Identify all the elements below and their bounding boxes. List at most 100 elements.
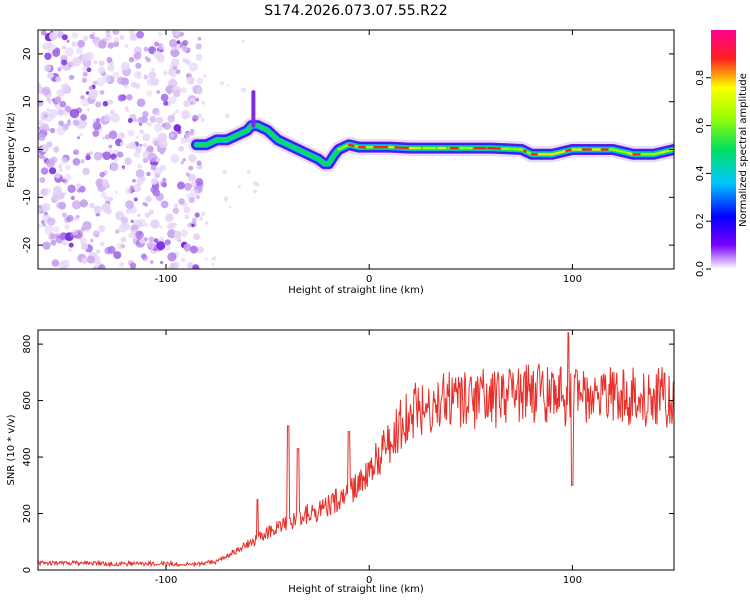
noise-blob — [110, 113, 120, 123]
noise-blob — [156, 116, 164, 124]
noise-blob — [154, 41, 160, 47]
noise-blob — [161, 181, 167, 188]
noise-blob — [93, 60, 98, 65]
noise-blob — [58, 164, 63, 169]
spectrogram-y-axis-label: Frequency (Hz) — [6, 112, 17, 188]
noise-blob — [124, 44, 129, 49]
noise-blob — [93, 205, 102, 214]
noise-blob — [142, 143, 147, 148]
noise-blob — [139, 237, 146, 244]
noise-blob — [187, 77, 191, 81]
colorbar: 0.0 0.2 0.4 0.6 0.8 Normalized spectral ampl… — [695, 30, 749, 277]
ridge-core — [520, 148, 525, 152]
noise-blob — [120, 236, 127, 243]
noise-blob — [147, 242, 156, 251]
y-tick-label: 400 — [22, 448, 33, 467]
noise-blob — [133, 184, 142, 193]
noise-blob — [164, 239, 171, 246]
ridge-core — [565, 148, 573, 152]
noise-blob — [97, 66, 106, 74]
noise-blob — [173, 86, 182, 95]
noise-blob — [173, 30, 181, 36]
noise-blob — [124, 106, 129, 110]
noise-blob — [38, 82, 41, 88]
noise-blob — [196, 87, 204, 95]
noise-blob — [116, 242, 124, 250]
noise-blob — [65, 65, 69, 69]
noise-blob — [127, 232, 134, 239]
noise-blob — [148, 236, 155, 243]
noise-blob — [121, 166, 126, 170]
noise-blob — [159, 164, 167, 172]
ridge-core — [526, 151, 532, 155]
x-tick-label: -100 — [155, 274, 178, 285]
y-tick-label: -10 — [22, 189, 33, 205]
noise-blob — [42, 207, 47, 212]
snr-x-axis-label: Height of straight line (km) — [288, 584, 424, 595]
noise-blob — [165, 85, 174, 94]
noise-blob — [114, 190, 118, 194]
colorbar-tick-label: 0.8 — [695, 70, 706, 86]
snr-series-line — [38, 332, 674, 568]
noise-blob — [120, 216, 129, 224]
noise-blob — [192, 114, 199, 122]
noise-blob — [64, 173, 72, 182]
noise-blob — [223, 196, 229, 202]
noise-blob — [117, 151, 124, 158]
noise-blob — [129, 262, 137, 269]
noise-blob — [108, 196, 114, 202]
noise-blob — [64, 224, 70, 230]
noise-blob — [188, 196, 195, 204]
noise-blob — [172, 112, 176, 117]
noise-blob — [191, 223, 195, 227]
noise-blob — [57, 109, 65, 116]
noise-blob — [133, 197, 138, 202]
noise-blob — [146, 172, 151, 176]
noise-blob — [241, 87, 247, 93]
noise-blob — [198, 216, 204, 221]
y-tick-label: 800 — [22, 335, 33, 354]
noise-blob — [173, 203, 179, 209]
noise-blob — [49, 233, 56, 240]
noise-blob — [145, 195, 153, 203]
noise-blob — [127, 118, 133, 123]
noise-blob — [81, 243, 88, 251]
noise-blob — [49, 32, 58, 41]
noise-blob — [175, 69, 181, 75]
noise-blob — [47, 72, 54, 79]
noise-blob — [137, 163, 143, 169]
noise-blob — [188, 165, 194, 171]
noise-blob — [200, 211, 206, 216]
noise-blob — [46, 141, 53, 148]
noise-blob — [71, 200, 82, 210]
ridge-core — [350, 144, 356, 148]
noise-blob — [61, 239, 68, 246]
noise-blob — [182, 157, 187, 162]
noise-blob — [107, 42, 115, 49]
noise-blob — [73, 149, 80, 156]
noise-blob — [127, 129, 135, 137]
noise-blob — [160, 260, 164, 265]
noise-blob — [134, 83, 141, 89]
noise-blob — [170, 58, 180, 67]
noise-blob — [227, 84, 230, 87]
y-tick-label: 0 — [22, 146, 33, 152]
noise-blob — [173, 124, 182, 132]
noise-blob — [86, 229, 90, 233]
noise-blob — [184, 214, 189, 219]
noise-blob — [58, 201, 67, 210]
ridge-core — [652, 151, 662, 156]
noise-blob — [44, 187, 52, 195]
noise-blob — [170, 48, 180, 58]
noise-blob — [51, 259, 60, 267]
noise-blob — [77, 136, 80, 140]
noise-blob — [224, 113, 230, 119]
noise-blob — [146, 57, 152, 63]
noise-blob — [171, 222, 177, 228]
spectrogram-noise-region — [38, 30, 260, 269]
noise-blob — [192, 217, 197, 223]
noise-blob — [81, 77, 88, 83]
noise-blob — [75, 47, 83, 55]
noise-blob — [142, 157, 149, 164]
